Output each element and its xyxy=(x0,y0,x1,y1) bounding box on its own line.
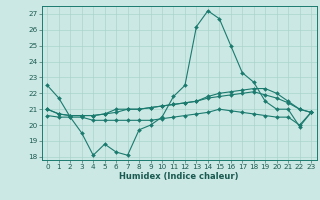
X-axis label: Humidex (Indice chaleur): Humidex (Indice chaleur) xyxy=(119,172,239,181)
